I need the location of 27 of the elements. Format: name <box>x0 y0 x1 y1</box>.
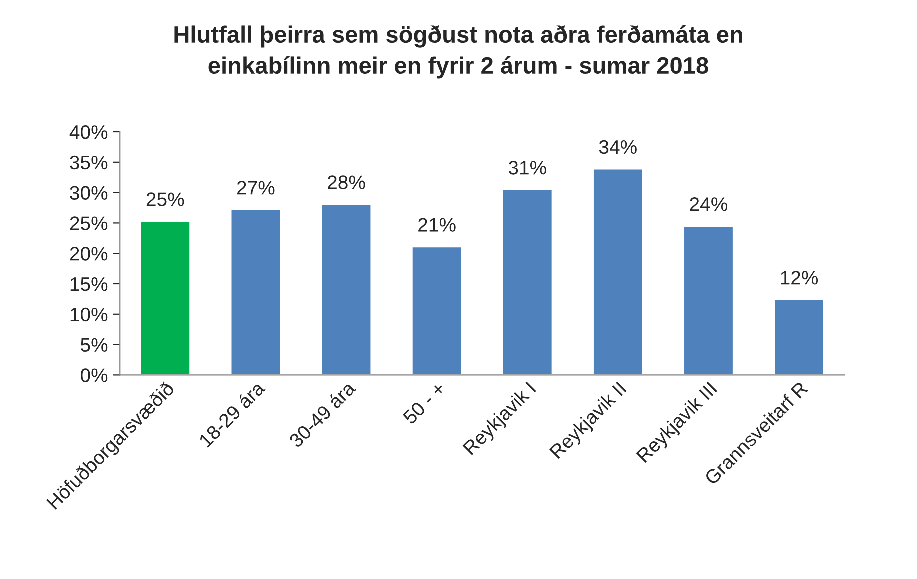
data-label: 12% <box>781 271 818 285</box>
y-tick-label: 15% <box>70 278 108 292</box>
bar <box>411 246 463 376</box>
y-tick-label: 25% <box>70 216 108 230</box>
y-tick-label: 5% <box>80 338 108 352</box>
data-label: 28% <box>328 176 366 190</box>
data-label: 31% <box>508 161 546 175</box>
bar <box>140 220 191 376</box>
y-tick-label: 10% <box>70 308 108 322</box>
bar <box>774 299 825 376</box>
chart-title: Hlutfall þeirra sem sögðust nota aðra ferðamáta en einkabílinn meir en fyrir 2 árum - sumar 2018 <box>174 26 742 79</box>
data-label: 34% <box>599 140 637 154</box>
y-tick-label: 20% <box>70 247 108 261</box>
data-label: 25% <box>146 192 184 206</box>
bar <box>683 226 734 376</box>
y-tick-label: 35% <box>70 156 108 170</box>
bar <box>592 168 644 376</box>
bar <box>230 209 282 376</box>
bar <box>320 204 372 376</box>
data-label: 24% <box>690 198 728 212</box>
y-tick-label: 40% <box>70 125 108 140</box>
data-label: 21% <box>418 218 456 232</box>
x-tick-label: 50 - + <box>402 381 446 426</box>
data-label: 27% <box>237 181 275 195</box>
y-tick-label: 30% <box>70 186 108 200</box>
bar <box>502 189 554 376</box>
y-tick-label: 0% <box>80 368 108 382</box>
